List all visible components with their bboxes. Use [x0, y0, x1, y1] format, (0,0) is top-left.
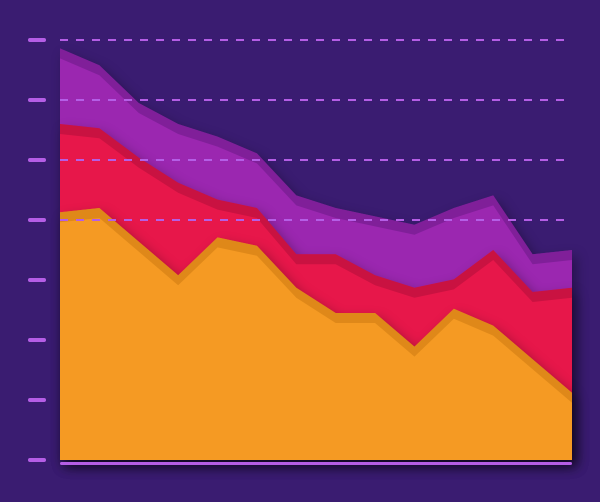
y-axis-tick: [28, 278, 46, 282]
chart-plot: [0, 0, 600, 502]
y-axis-tick: [28, 398, 46, 402]
y-axis-tick: [28, 158, 46, 162]
gridline: [60, 99, 572, 101]
area-chart: [0, 0, 600, 502]
y-axis-tick: [28, 98, 46, 102]
gridline: [60, 219, 572, 221]
y-axis-tick: [28, 338, 46, 342]
y-axis-tick: [28, 458, 46, 462]
y-axis-tick: [28, 218, 46, 222]
gridline: [60, 159, 572, 161]
y-axis-tick: [28, 38, 46, 42]
x-axis-baseline: [60, 462, 572, 465]
gridline: [60, 39, 572, 41]
